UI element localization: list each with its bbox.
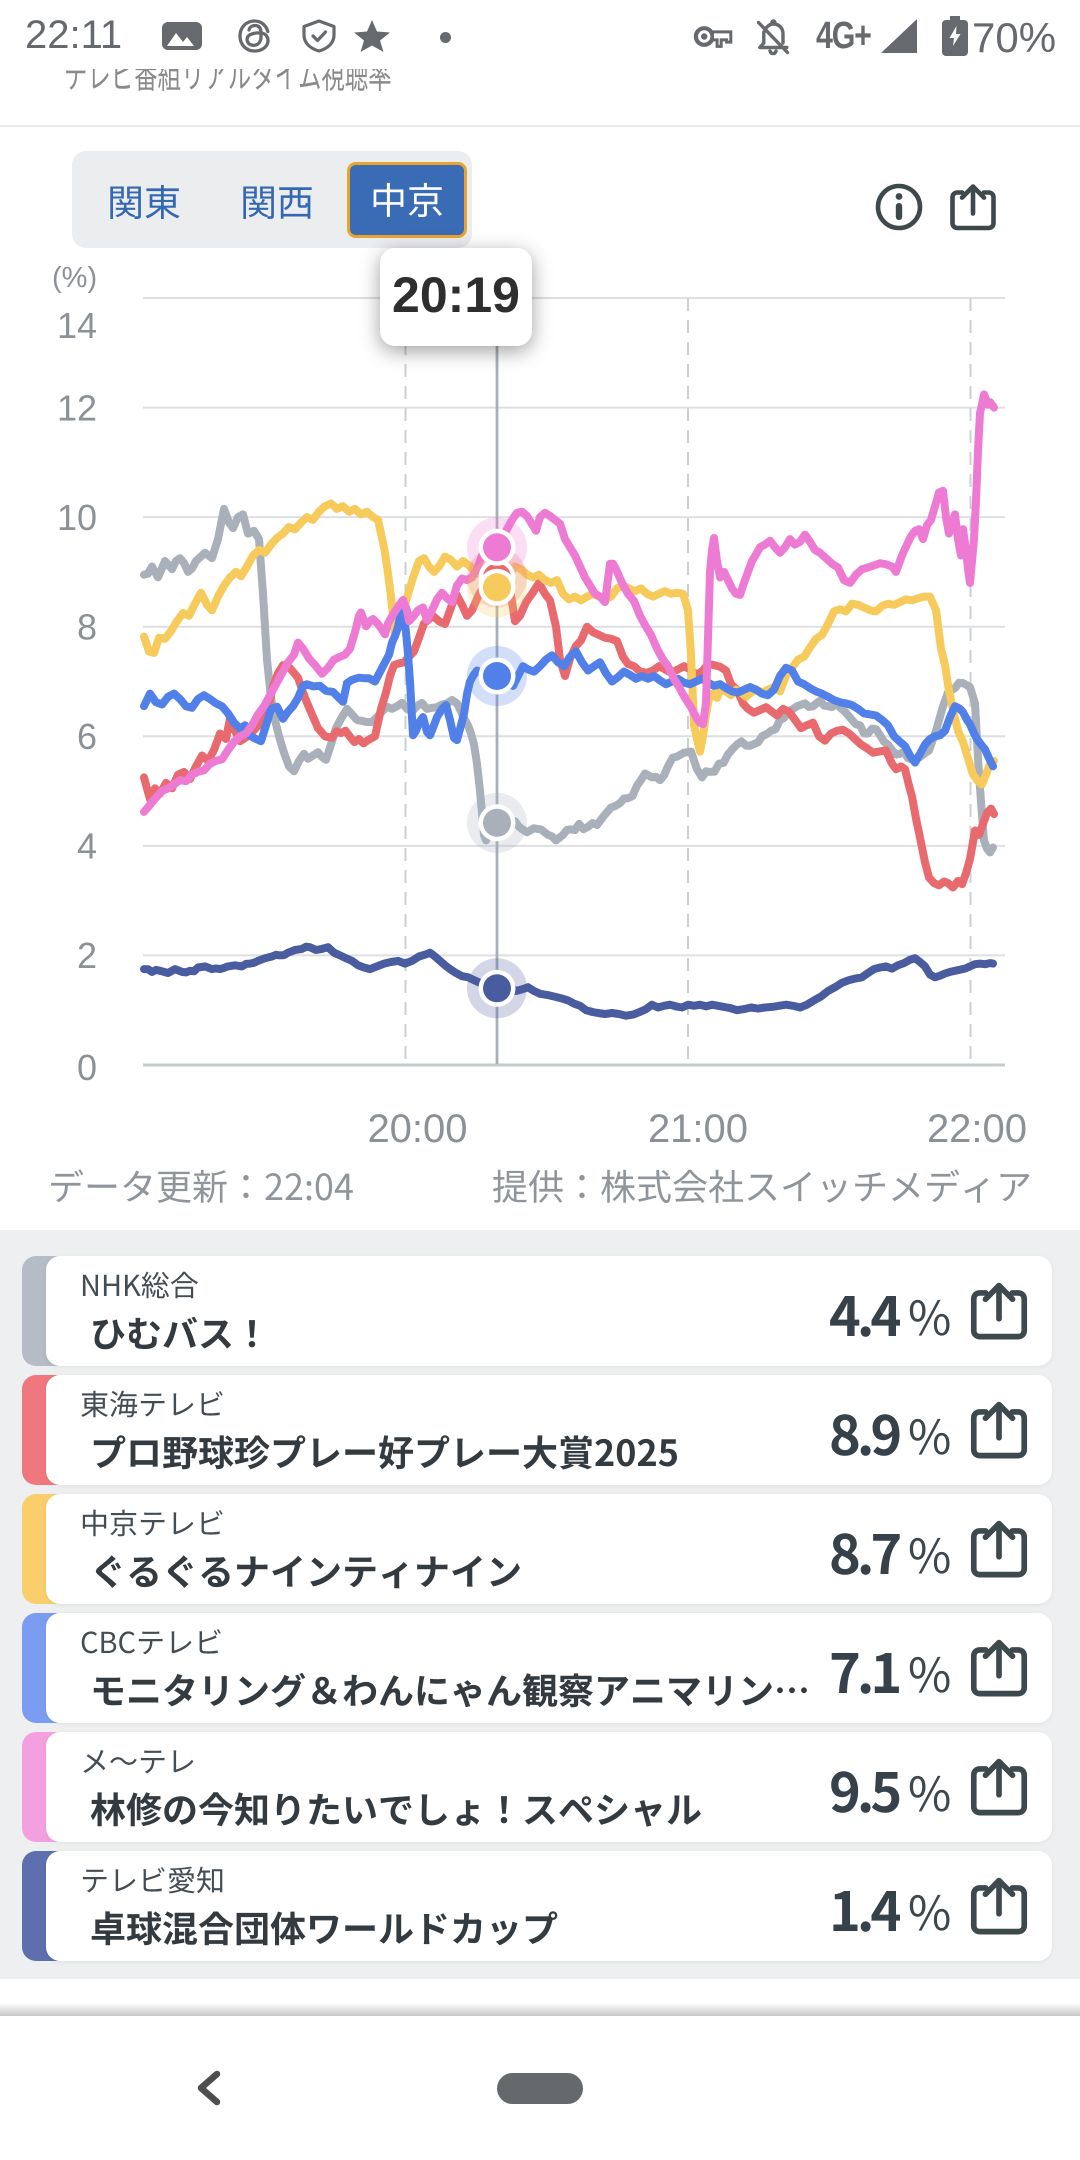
svg-text:12: 12 xyxy=(57,388,97,429)
svg-text:(%): (%) xyxy=(52,262,97,294)
svg-text:14: 14 xyxy=(57,305,97,346)
svg-text:8: 8 xyxy=(77,607,97,648)
svg-text:21:00: 21:00 xyxy=(648,1107,748,1151)
svg-text:10: 10 xyxy=(57,497,97,538)
svg-text:22:00: 22:00 xyxy=(927,1107,1027,1151)
svg-text:4: 4 xyxy=(77,826,97,867)
svg-text:0: 0 xyxy=(77,1047,97,1088)
svg-text:2: 2 xyxy=(77,935,97,976)
svg-text:20:00: 20:00 xyxy=(367,1107,467,1151)
svg-text:6: 6 xyxy=(77,716,97,757)
